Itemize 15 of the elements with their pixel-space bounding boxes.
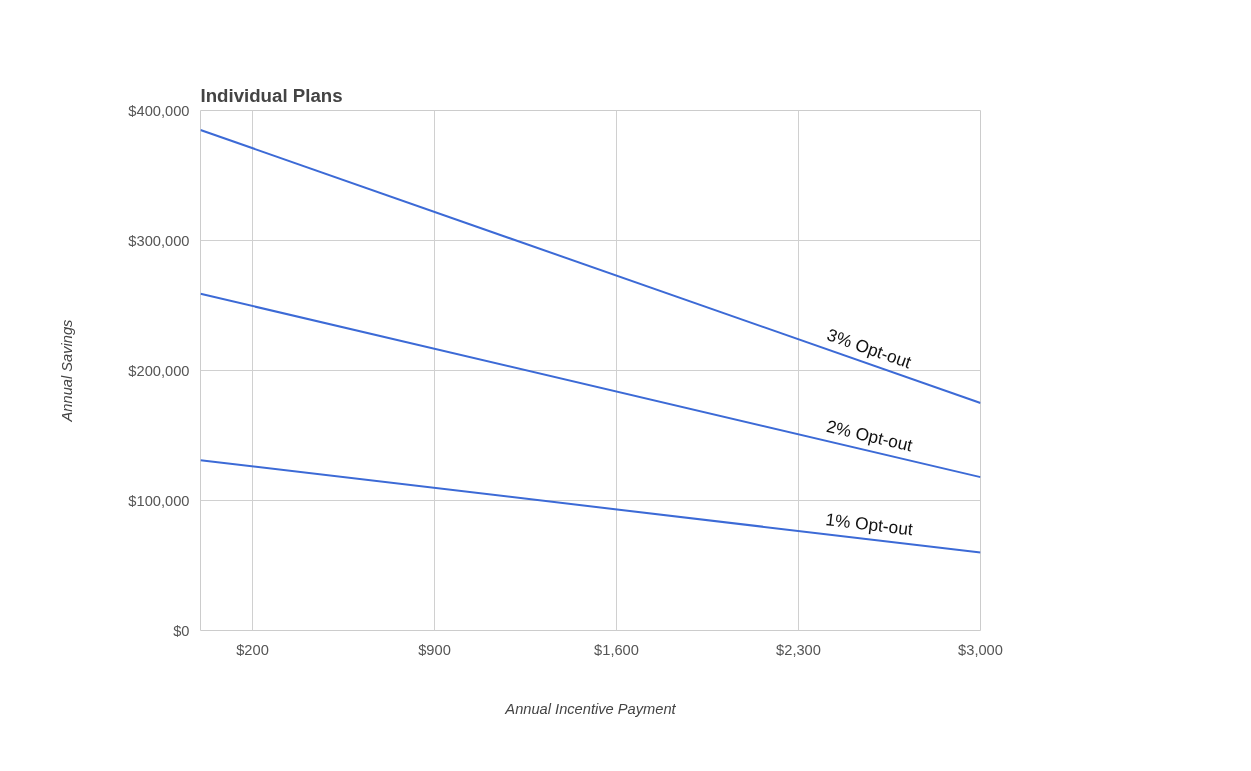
y-axis-title: Annual Savings — [59, 318, 76, 423]
y-tick-label: $200,000 — [128, 362, 190, 379]
x-tick-label: $900 — [418, 641, 451, 658]
text: 2% Opt-out — [824, 415, 915, 456]
x-tick-label: $200 — [236, 641, 269, 658]
y-tick-label: $300,000 — [128, 232, 190, 249]
y-tick-label: $0 — [173, 622, 190, 639]
x-tick-label: $2,300 — [776, 641, 821, 658]
text: 1% Opt-out — [824, 509, 915, 540]
chart-title: Individual Plans — [200, 84, 343, 106]
x-tick-label: $3,000 — [958, 641, 1003, 658]
x-axis-title: Annual Incentive Payment — [504, 700, 677, 717]
y-tick-label: $100,000 — [128, 492, 190, 509]
y-tick-label: $400,000 — [128, 102, 190, 119]
x-tick-label: $1,600 — [594, 641, 639, 658]
